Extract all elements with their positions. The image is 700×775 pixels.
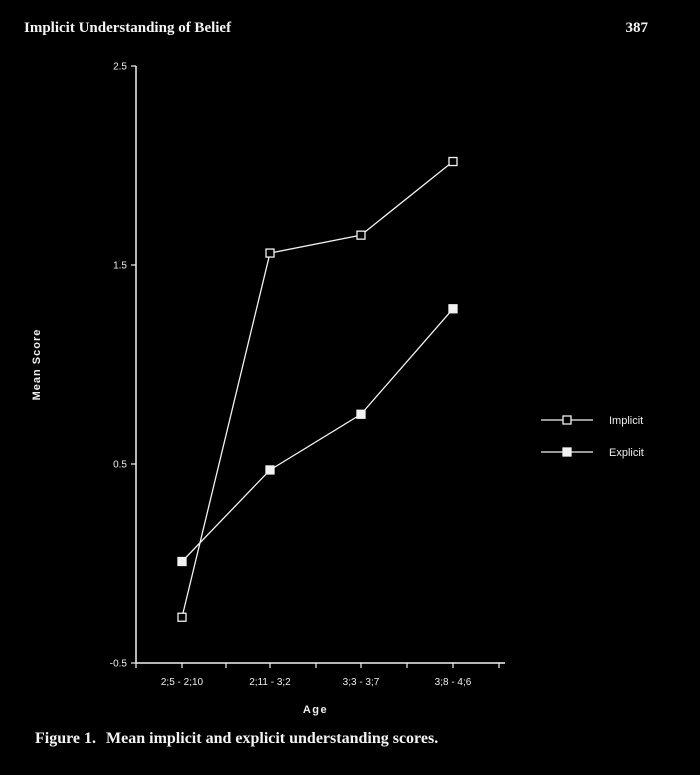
legend-label-implicit: Implicit — [609, 415, 643, 427]
data-point-implicit — [448, 156, 458, 167]
y-tick-label: 1.5 — [113, 261, 127, 272]
legend-label-explicit: Explicit — [609, 447, 644, 459]
series-line-explicit — [181, 308, 454, 562]
x-axis-title: Age — [303, 704, 328, 716]
data-point-implicit — [177, 612, 187, 622]
data-point-explicit — [448, 304, 458, 314]
y-tick-label: 2.5 — [113, 62, 127, 73]
legend-marker-explicit — [562, 447, 572, 457]
x-tick-label: 2;5 - 2;10 — [161, 677, 204, 688]
figure-caption-text: Mean implicit and explicit understanding… — [106, 730, 439, 747]
chart-axes: -0.5 0.5 1.5 2.5 2;5 - 2;10 2;11 - 3;2 3;3 - 3… — [31, 62, 505, 716]
series-line-implicit — [181, 161, 454, 618]
legend-marker-implicit — [562, 415, 572, 425]
x-tick-label: 2;11 - 3;2 — [249, 677, 291, 688]
chart-legend: Implicit Explicit — [541, 415, 644, 459]
figure-caption: Figure 1. Mean implicit and explicit unde… — [35, 730, 438, 748]
y-tick-label: -0.5 — [110, 659, 128, 670]
figure-label: Figure 1. — [35, 730, 97, 747]
data-point-explicit — [265, 465, 275, 475]
y-axis-title: Mean Score — [31, 329, 43, 401]
running-title: Implicit Understanding of Belief — [24, 20, 232, 36]
x-tick-label: 3;8 - 4;6 — [435, 677, 472, 688]
data-point-explicit — [177, 556, 187, 567]
page-number: 387 — [625, 20, 649, 36]
chart-series — [177, 156, 458, 622]
y-tick-label: 0.5 — [113, 460, 127, 471]
data-point-implicit — [356, 230, 366, 240]
x-tick-label: 3;3 - 3;7 — [343, 677, 380, 688]
data-point-implicit — [265, 248, 275, 258]
data-point-explicit — [356, 409, 366, 419]
